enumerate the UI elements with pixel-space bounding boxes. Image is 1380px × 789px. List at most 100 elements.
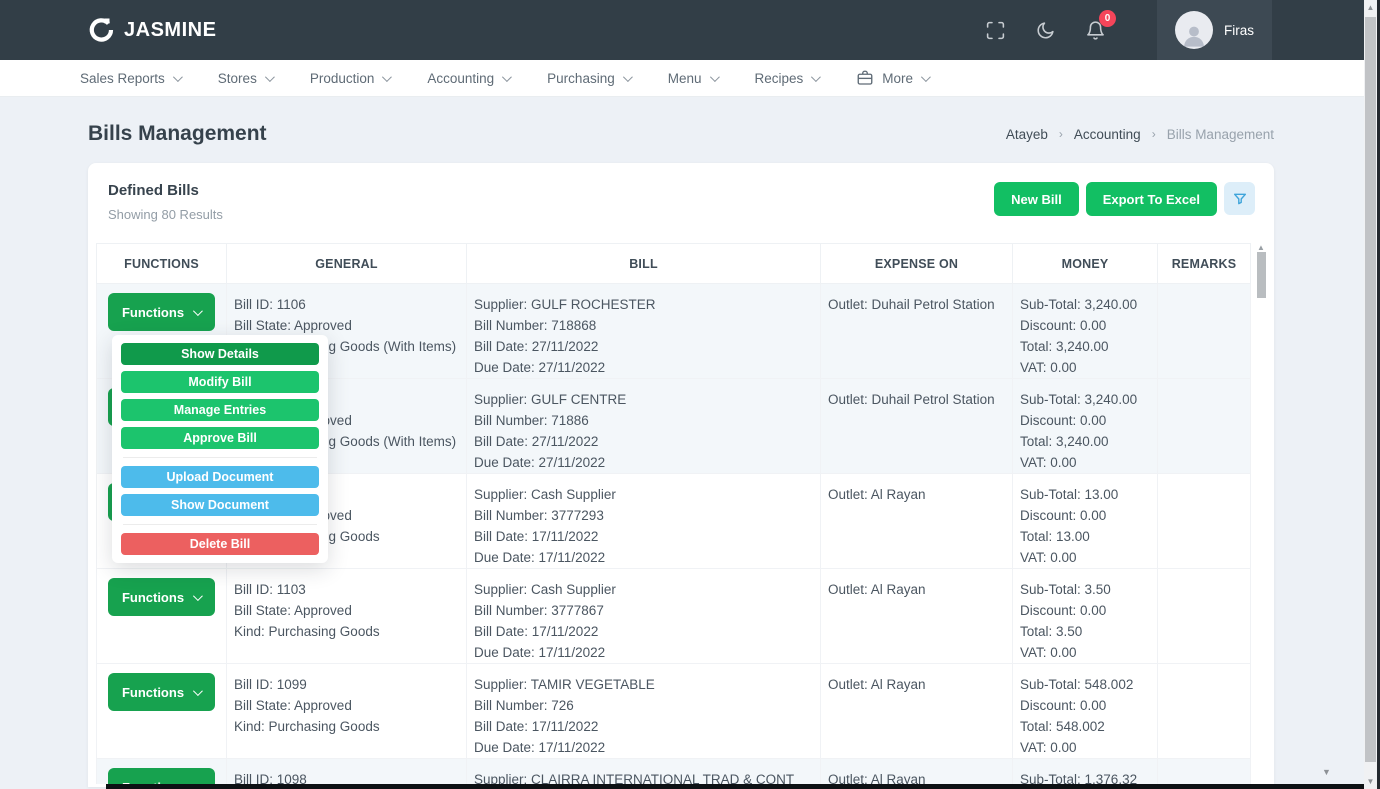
cell-functions: Functions — [96, 663, 227, 759]
chevron-down-icon — [193, 305, 203, 316]
cell-expense-on-line: Outlet: Duhail Petrol Station — [828, 297, 995, 312]
filter-button[interactable] — [1224, 182, 1255, 215]
cell-money-line: Total: 3,240.00 — [1020, 339, 1109, 354]
notifications-bell-icon[interactable]: 0 — [1083, 10, 1116, 42]
table-scrollbar[interactable]: ▲ — [1255, 243, 1268, 784]
new-bill-button[interactable]: New Bill — [994, 182, 1079, 216]
cell-remarks — [1157, 473, 1251, 569]
functions-button[interactable]: Functions — [107, 293, 215, 331]
dropdown-divider — [123, 524, 317, 525]
cell-money: Sub-Total: 3,240.00 Discount: 0.00 Total: … — [1012, 378, 1158, 474]
cell-remarks — [1157, 283, 1251, 379]
nav-item-menu[interactable]: Menu — [668, 71, 720, 86]
cell-bill: Supplier: Cash Supplier Bill Number: 3777… — [466, 473, 821, 569]
user-menu[interactable]: Firas — [1157, 0, 1272, 60]
page-scroll-down-icon[interactable]: ▼ — [1366, 777, 1375, 786]
dropdown-item-upload-document[interactable]: Upload Document — [121, 466, 319, 488]
page-scroll-up-icon[interactable]: ▲ — [1366, 3, 1375, 12]
cell-expense-on-line: Outlet: Al Rayan — [828, 487, 926, 502]
cell-money-line: Discount: 0.00 — [1020, 698, 1107, 713]
main-nav: Sales Reports Stores Production Accounting P… — [0, 60, 1364, 97]
breadcrumb-item[interactable]: Accounting — [1073, 126, 1141, 142]
cell-bill-line: Supplier: GULF ROCHESTER — [474, 297, 656, 312]
nav-item-accounting[interactable]: Accounting — [427, 71, 513, 86]
cell-money-line: Total: 13.00 — [1020, 529, 1090, 544]
column-header-money: MONEY — [1012, 243, 1158, 284]
cell-remarks — [1157, 378, 1251, 474]
cell-general: Bill ID: 1099 Bill State: Approved Kind: P… — [226, 663, 467, 759]
column-header-bill: BILL — [466, 243, 821, 284]
brand-name: JASMINE — [124, 18, 217, 41]
dropdown-item-manage-entries[interactable]: Manage Entries — [121, 399, 319, 421]
nav-item-sales-reports[interactable]: Sales Reports — [80, 70, 183, 86]
cell-expense-on-line: Outlet: Al Rayan — [828, 582, 926, 597]
cell-bill: Supplier: TAMIR VEGETABLE Bill Number: 72… — [466, 663, 821, 759]
content-scroll-down-icon[interactable]: ▼ — [1322, 767, 1331, 777]
cell-money: Sub-Total: 3,240.00 Discount: 0.00 Total: … — [1012, 283, 1158, 379]
cell-bill-line: Bill Number: 3777293 — [474, 508, 604, 523]
brand-logo[interactable]: JASMINE — [88, 17, 216, 43]
user-name: Firas — [1224, 22, 1254, 38]
cell-general-line: Bill ID: 1099 — [234, 677, 307, 692]
nav-item-more[interactable]: More — [856, 69, 931, 87]
cell-bill-line: Bill Date: 27/11/2022 — [474, 434, 599, 449]
breadcrumb-item: Bills Management — [1166, 126, 1274, 142]
screen-right-edge — [1377, 0, 1380, 789]
breadcrumb-separator: › — [1151, 127, 1156, 141]
nav-item-production[interactable]: Production — [309, 70, 393, 86]
cell-bill-line: Supplier: Cash Supplier — [474, 487, 616, 502]
nav-item-recipes[interactable]: Recipes — [754, 70, 822, 86]
cell-bill-line: Bill Date: 17/11/2022 — [474, 529, 599, 544]
dropdown-divider — [123, 457, 317, 458]
cell-money-line: Sub-Total: 3.50 — [1020, 582, 1111, 597]
nav-item-label: Sales Reports — [80, 70, 165, 86]
table-row: Functions Bill ID: 1098 Supplier: CLAIRRA … — [96, 758, 1251, 784]
defined-bills-card: Defined Bills Showing 80 Results New Bil… — [88, 163, 1274, 787]
dropdown-item-delete-bill[interactable]: Delete Bill — [121, 533, 319, 555]
cell-money-line: Total: 3.50 — [1020, 624, 1083, 639]
cell-bill-line: Bill Date: 17/11/2022 — [474, 719, 599, 734]
table-row: Functions Bill ID: 1103 Bill State: Approv… — [96, 568, 1251, 664]
cell-money-line: Discount: 0.00 — [1020, 508, 1107, 523]
page-title: Bills Management — [88, 122, 267, 145]
cell-bill-line: Bill Date: 27/11/2022 — [474, 339, 599, 354]
cell-general-line: Bill ID: 1103 — [234, 582, 306, 597]
dropdown-item-modify-bill[interactable]: Modify Bill — [121, 371, 319, 393]
column-header-expense-on: EXPENSE ON — [820, 243, 1013, 284]
breadcrumb-item[interactable]: Atayeb — [1005, 126, 1048, 142]
dropdown-item-approve-bill[interactable]: Approve Bill — [121, 427, 319, 449]
cell-bill-line: Due Date: 17/11/2022 — [474, 645, 606, 660]
page-scrollbar[interactable]: ▲ ▼ — [1364, 0, 1377, 789]
avatar — [1175, 11, 1213, 49]
nav-item-label: Production — [309, 70, 375, 86]
functions-button[interactable]: Functions — [107, 673, 215, 711]
fullscreen-icon[interactable] — [983, 18, 1007, 42]
chevron-down-icon — [193, 685, 203, 696]
functions-button[interactable]: Functions — [107, 768, 215, 784]
cell-money-line: Total: 548.002 — [1020, 719, 1105, 734]
moon-icon[interactable] — [1033, 18, 1057, 42]
dropdown-item-show-document[interactable]: Show Document — [121, 494, 319, 516]
cell-money-line: Sub-Total: 548.002 — [1020, 677, 1134, 692]
export-to-excel-button[interactable]: Export To Excel — [1085, 182, 1217, 216]
cell-bill-line: Bill Number: 3777867 — [474, 603, 604, 618]
table-scroll-up-icon[interactable]: ▲ — [1257, 243, 1265, 252]
cell-expense-on: Outlet: Duhail Petrol Station — [820, 283, 1013, 379]
nav-item-stores[interactable]: Stores — [218, 71, 275, 86]
cell-money-line: VAT: 0.00 — [1020, 455, 1077, 470]
nav-item-label: Recipes — [754, 70, 804, 86]
cell-remarks — [1157, 663, 1251, 759]
functions-button-label: Functions — [121, 304, 185, 320]
cell-bill-line: Due Date: 17/11/2022 — [474, 740, 606, 755]
dropdown-item-show-details[interactable]: Show Details — [121, 343, 319, 365]
functions-button[interactable]: Functions — [107, 578, 215, 616]
filter-icon — [1232, 191, 1248, 207]
cell-bill-line: Due Date: 27/11/2022 — [474, 455, 606, 470]
nav-item-purchasing[interactable]: Purchasing — [547, 71, 633, 86]
chevron-down-icon — [502, 71, 513, 82]
table-scrollbar-thumb[interactable] — [1257, 252, 1266, 298]
page-scrollbar-thumb[interactable] — [1365, 17, 1376, 762]
cell-money-line: VAT: 0.00 — [1020, 360, 1077, 375]
chevron-down-icon — [811, 71, 822, 82]
